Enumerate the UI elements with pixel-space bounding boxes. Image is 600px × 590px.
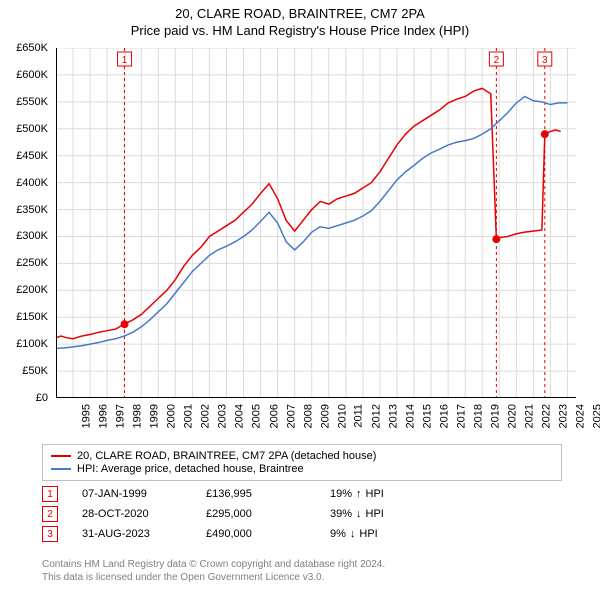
x-tick-label: 2024 xyxy=(575,404,587,428)
arrow-up-icon xyxy=(356,488,362,500)
x-tick-label: 2010 xyxy=(336,404,348,428)
y-tick-label: £650K xyxy=(16,42,48,54)
y-tick-label: £100K xyxy=(16,338,48,350)
legend-label: 20, CLARE ROAD, BRAINTREE, CM7 2PA (deta… xyxy=(77,450,376,462)
svg-text:3: 3 xyxy=(542,55,548,66)
x-tick-label: 1999 xyxy=(149,404,161,428)
event-row: 1 07-JAN-1999 £136,995 19%HPI xyxy=(42,486,562,502)
x-tick-label: 1997 xyxy=(115,404,127,428)
y-tick-label: £0 xyxy=(36,392,48,404)
event-date: 07-JAN-1999 xyxy=(82,488,182,500)
x-tick-label: 2018 xyxy=(473,404,485,428)
arrow-down-icon xyxy=(350,528,356,540)
legend-row: HPI: Average price, detached house, Brai… xyxy=(51,463,553,475)
x-tick-label: 2007 xyxy=(285,404,297,428)
x-tick-label: 2023 xyxy=(558,404,570,428)
event-row: 3 31-AUG-2023 £490,000 9%HPI xyxy=(42,526,562,542)
legend-row: 20, CLARE ROAD, BRAINTREE, CM7 2PA (deta… xyxy=(51,450,553,462)
event-delta: 9%HPI xyxy=(330,528,378,540)
legend-label: HPI: Average price, detached house, Brai… xyxy=(77,463,304,475)
event-index-badge: 3 xyxy=(42,526,58,542)
chart-title-address: 20, CLARE ROAD, BRAINTREE, CM7 2PA xyxy=(0,6,600,21)
y-tick-label: £450K xyxy=(16,150,48,162)
y-tick-label: £350K xyxy=(16,204,48,216)
x-tick-label: 2015 xyxy=(421,404,433,428)
event-row: 2 28-OCT-2020 £295,000 39%HPI xyxy=(42,506,562,522)
y-tick-label: £550K xyxy=(16,96,48,108)
arrow-down-icon xyxy=(356,508,362,520)
y-tick-label: £500K xyxy=(16,123,48,135)
y-tick-label: £400K xyxy=(16,177,48,189)
x-tick-label: 2017 xyxy=(456,404,468,428)
x-tick-label: 2016 xyxy=(439,404,451,428)
event-index-badge: 1 xyxy=(42,486,58,502)
legend-swatch xyxy=(51,468,71,470)
x-tick-label: 2008 xyxy=(302,404,314,428)
y-tick-label: £250K xyxy=(16,257,48,269)
chart-subtitle: Price paid vs. HM Land Registry's House … xyxy=(0,23,600,38)
event-price: £490,000 xyxy=(206,528,306,540)
x-tick-label: 2003 xyxy=(217,404,229,428)
event-date: 28-OCT-2020 xyxy=(82,508,182,520)
footer-line1: Contains HM Land Registry data © Crown c… xyxy=(42,559,562,572)
x-tick-label: 2020 xyxy=(507,404,519,428)
y-tick-label: £150K xyxy=(16,311,48,323)
x-tick-label: 1996 xyxy=(98,404,110,428)
x-tick-label: 2014 xyxy=(404,404,416,428)
x-tick-label: 2011 xyxy=(352,404,364,428)
x-tick-label: 2002 xyxy=(200,404,212,428)
x-tick-label: 2012 xyxy=(370,404,382,428)
x-tick-label: 2025 xyxy=(592,404,600,428)
y-tick-label: £600K xyxy=(16,69,48,81)
y-axis-ticks: £0£50K£100K£150K£200K£250K£300K£350K£400… xyxy=(0,48,52,398)
x-tick-label: 2001 xyxy=(183,404,195,428)
chart-svg: 1 2 3 xyxy=(56,48,576,398)
x-tick-label: 1995 xyxy=(80,404,92,428)
title-block: 20, CLARE ROAD, BRAINTREE, CM7 2PA Price… xyxy=(0,0,600,38)
event-price: £136,995 xyxy=(206,488,306,500)
event-index-badge: 2 xyxy=(42,506,58,522)
event-date: 31-AUG-2023 xyxy=(82,528,182,540)
svg-text:1: 1 xyxy=(122,55,128,66)
x-tick-label: 2006 xyxy=(268,404,280,428)
x-tick-label: 2021 xyxy=(524,404,536,428)
event-price: £295,000 xyxy=(206,508,306,520)
event-delta: 39%HPI xyxy=(330,508,384,520)
x-tick-label: 2005 xyxy=(251,404,263,428)
x-tick-label: 2009 xyxy=(319,404,331,428)
x-tick-label: 2019 xyxy=(490,404,502,428)
x-axis-ticks: 1995 1996 1997 1998 1999 2000 2001 2002 2003 2004… xyxy=(56,400,576,450)
y-tick-label: £200K xyxy=(16,284,48,296)
license-footer: Contains HM Land Registry data © Crown c… xyxy=(42,559,562,584)
x-tick-label: 2004 xyxy=(234,404,246,428)
transactions-table: 1 07-JAN-1999 £136,995 19%HPI 2 28-OCT-2020 £2… xyxy=(42,486,562,546)
legend-swatch xyxy=(51,455,71,457)
x-tick-label: 2022 xyxy=(541,404,553,428)
event-delta: 19%HPI xyxy=(330,488,384,500)
y-tick-label: £50K xyxy=(22,365,48,377)
x-tick-label: 2013 xyxy=(387,404,399,428)
x-tick-label: 2000 xyxy=(166,404,178,428)
y-tick-label: £300K xyxy=(16,230,48,242)
legend: 20, CLARE ROAD, BRAINTREE, CM7 2PA (deta… xyxy=(42,444,562,481)
x-tick-label: 1998 xyxy=(132,404,144,428)
svg-text:2: 2 xyxy=(494,55,500,66)
footer-line2: This data is licensed under the Open Gov… xyxy=(42,572,562,585)
